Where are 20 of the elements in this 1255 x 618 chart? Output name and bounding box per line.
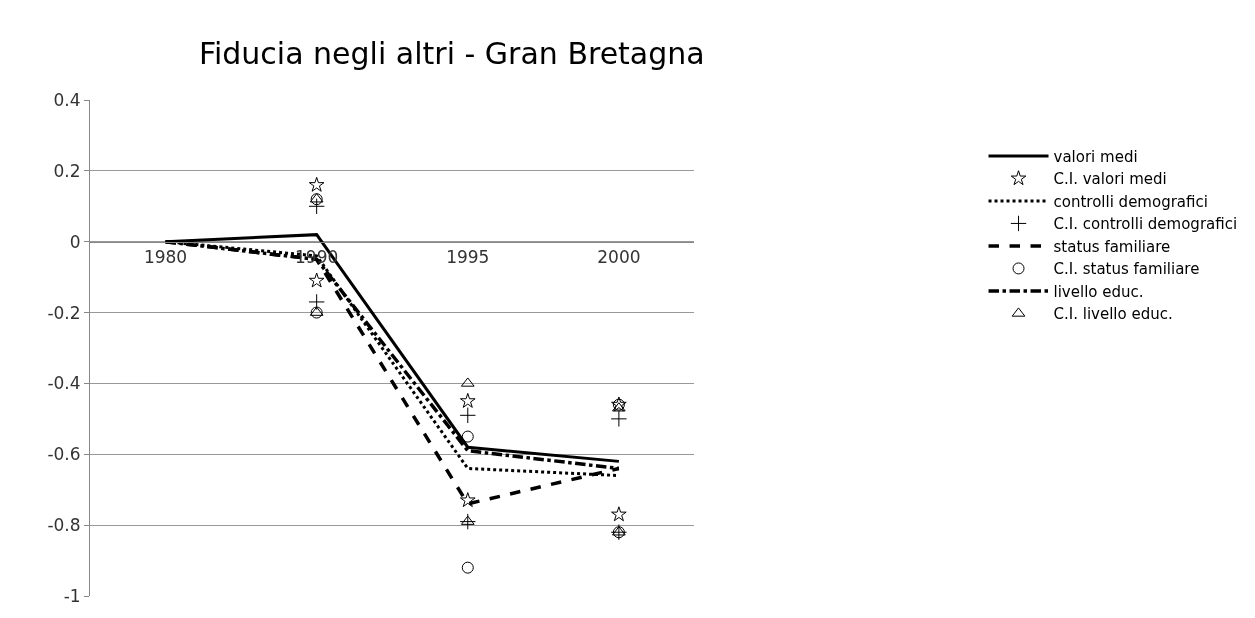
legend-label: C.I. status familiare	[1053, 260, 1200, 279]
y-tick-label: 0.2	[53, 160, 81, 181]
y-tick-label: -1	[63, 585, 81, 606]
legend-label: C.I. valori medi	[1053, 170, 1167, 189]
legend-label: controlli demografici	[1053, 192, 1208, 211]
legend-label: livello educ.	[1053, 282, 1144, 301]
y-tick-label: -0.2	[47, 302, 81, 323]
y-tick-label: 0.4	[53, 89, 81, 110]
x-tick-label: 2000	[597, 247, 641, 268]
x-tick-label: 1995	[446, 247, 490, 268]
legend-label: C.I. controlli demografici	[1053, 215, 1238, 234]
legend-label: valori medi	[1053, 147, 1138, 166]
legend-label: status familiare	[1053, 237, 1171, 256]
chart-title: Fiducia negli altri - Gran Bretagna	[198, 36, 705, 72]
y-tick-label: -0.6	[47, 444, 81, 465]
x-tick-label: 1980	[143, 247, 188, 268]
legend-label: C.I. livello educ.	[1053, 305, 1173, 324]
y-tick-label: -0.4	[47, 373, 81, 394]
y-tick-label: -0.8	[47, 515, 81, 536]
y-tick-label: 0	[69, 231, 81, 252]
